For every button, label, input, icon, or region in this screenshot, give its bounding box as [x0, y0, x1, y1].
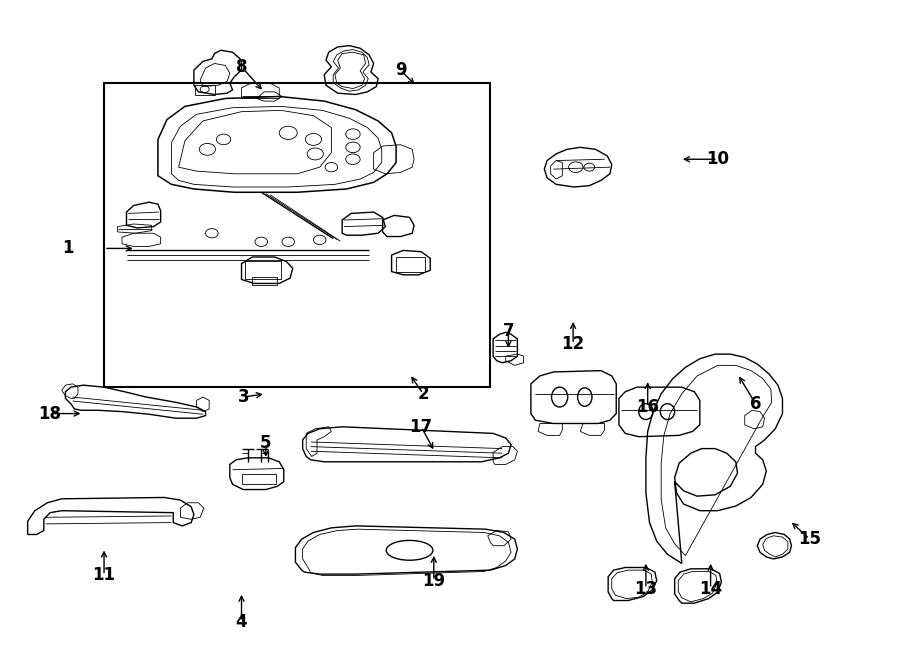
Text: 19: 19 [422, 572, 446, 590]
Text: 10: 10 [706, 150, 729, 168]
Text: 18: 18 [38, 404, 60, 422]
Text: 2: 2 [418, 385, 429, 402]
Bar [245, 261, 281, 279]
Text: 6: 6 [750, 395, 761, 412]
Bar [241, 474, 275, 485]
Bar [104, 83, 490, 387]
Text: 16: 16 [636, 398, 659, 416]
Text: 17: 17 [410, 418, 433, 436]
Text: 9: 9 [395, 61, 407, 79]
Text: 12: 12 [562, 335, 585, 354]
Text: 1: 1 [62, 240, 74, 258]
Bar [396, 257, 425, 271]
Text: 14: 14 [699, 580, 722, 598]
Bar [252, 277, 277, 285]
Text: 15: 15 [798, 530, 821, 548]
Text: 11: 11 [93, 567, 115, 585]
Text: 3: 3 [238, 388, 249, 406]
Text: 4: 4 [236, 612, 248, 631]
Text: 8: 8 [236, 58, 248, 75]
Text: 7: 7 [502, 322, 514, 340]
Text: 5: 5 [260, 434, 272, 452]
Text: 13: 13 [634, 580, 658, 598]
Bar [194, 85, 214, 95]
